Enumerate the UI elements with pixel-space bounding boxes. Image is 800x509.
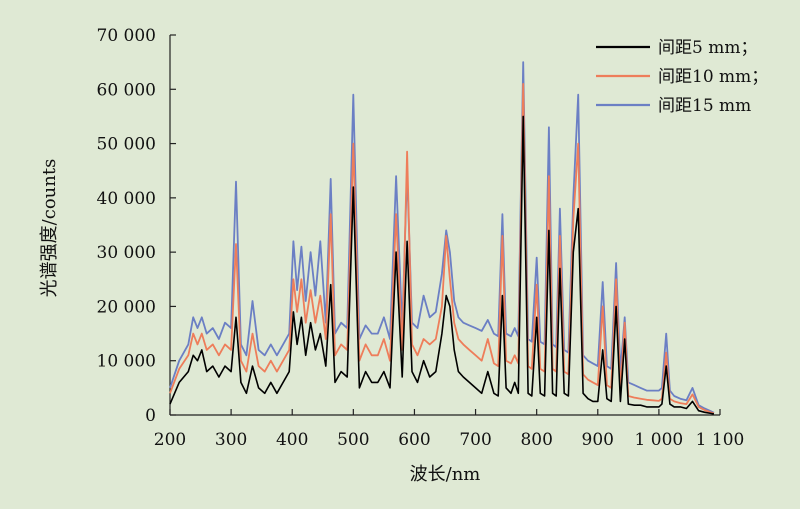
legend: 间距5 mm； 间距10 mm； 间距15 mm (596, 38, 768, 116)
y-tick-label: 50 000 (97, 135, 156, 155)
series-line-1 (169, 83, 715, 415)
x-tick-label: 200 (154, 430, 186, 450)
x-tick-label: 900 (582, 430, 614, 450)
legend-label-0: 间距5 mm； (658, 38, 757, 58)
x-tick-label: 500 (337, 430, 369, 450)
y-tick-label: 40 000 (97, 189, 156, 209)
x-tick-label: 700 (459, 430, 491, 450)
x-tick-label: 400 (276, 430, 308, 450)
y-tick-label: 60 000 (97, 80, 156, 100)
x-tick-label: 1 000 (635, 430, 684, 450)
x-tick-label: 800 (520, 430, 552, 450)
y-tick-label: 70 000 (97, 26, 156, 46)
series-line-2 (169, 61, 715, 414)
y-axis-title: 光谱强度/counts (39, 159, 60, 298)
y-tick-label: 10 000 (97, 352, 156, 372)
y-tick-label: 20 000 (97, 297, 156, 317)
x-tick-label: 300 (215, 430, 247, 450)
legend-label-2: 间距15 mm (658, 96, 751, 116)
legend-label-1: 间距10 mm； (658, 67, 768, 87)
series-lines (169, 61, 715, 415)
y-tick-label: 30 000 (97, 243, 156, 263)
series-line-0 (169, 115, 715, 415)
x-axis-title: 波长/nm (410, 464, 481, 485)
y-tick-label: 0 (145, 406, 156, 426)
x-tick-label: 1 100 (696, 430, 745, 450)
x-tick-label: 600 (398, 430, 430, 450)
